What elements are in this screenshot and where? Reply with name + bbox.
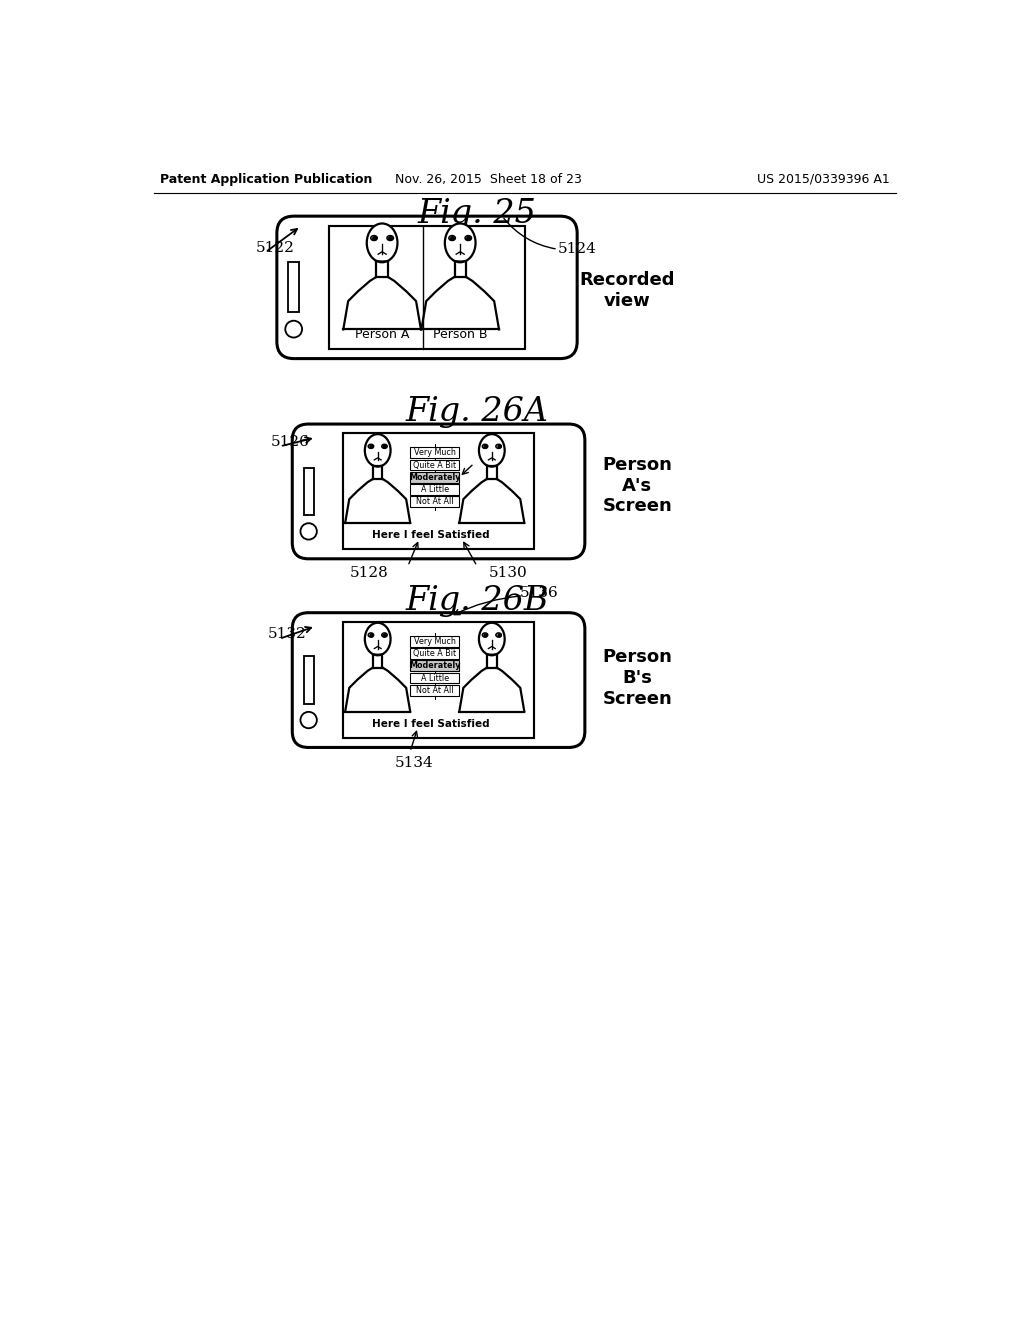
Bar [411, 459, 459, 470]
Text: Very Much: Very Much [414, 638, 456, 645]
Text: Patent Application Publication: Patent Application Publication [160, 173, 372, 186]
Text: Fig. 25: Fig. 25 [418, 198, 537, 230]
FancyBboxPatch shape [292, 612, 585, 747]
Text: Fig. 26A: Fig. 26A [406, 396, 549, 429]
Text: Recorded
view: Recorded view [580, 272, 675, 310]
Ellipse shape [496, 445, 502, 449]
Text: Person B: Person B [433, 327, 487, 341]
Ellipse shape [365, 434, 390, 467]
Bar [411, 471, 459, 483]
Text: Person
A's
Screen: Person A's Screen [602, 455, 672, 515]
Text: A Little: A Little [421, 673, 449, 682]
Bar [411, 660, 459, 672]
Ellipse shape [444, 223, 475, 263]
Bar [411, 447, 459, 458]
Ellipse shape [369, 445, 374, 449]
Ellipse shape [479, 434, 505, 467]
Bar [411, 636, 459, 647]
Text: A Little: A Little [421, 484, 449, 494]
Text: US 2015/0339396 A1: US 2015/0339396 A1 [757, 173, 890, 186]
Text: Quite A Bit: Quite A Bit [414, 649, 457, 659]
Text: 5126: 5126 [270, 434, 309, 449]
Text: Very Much: Very Much [414, 449, 456, 457]
Bar [289, 263, 299, 313]
Ellipse shape [382, 445, 387, 449]
Ellipse shape [382, 634, 387, 638]
Text: 5128: 5128 [350, 566, 389, 579]
Bar [343, 622, 534, 738]
Bar [411, 496, 459, 507]
FancyBboxPatch shape [292, 424, 585, 558]
Ellipse shape [367, 223, 397, 263]
Bar [303, 467, 313, 515]
Text: Fig. 26B: Fig. 26B [406, 585, 549, 618]
Ellipse shape [365, 623, 390, 655]
Text: Not At All: Not At All [416, 498, 454, 506]
Text: Moderately: Moderately [409, 473, 461, 482]
Bar [411, 673, 459, 684]
Ellipse shape [465, 235, 471, 240]
Text: 5132: 5132 [267, 627, 306, 642]
Ellipse shape [479, 623, 505, 655]
Bar [411, 484, 459, 495]
Ellipse shape [482, 445, 487, 449]
Text: Person
B's
Screen: Person B's Screen [602, 648, 672, 708]
Bar [330, 226, 524, 348]
Ellipse shape [371, 235, 377, 240]
Text: 5130: 5130 [488, 566, 527, 579]
Text: Here I feel Satisfied: Here I feel Satisfied [372, 719, 489, 729]
Text: Person A: Person A [355, 327, 410, 341]
Text: 5134: 5134 [394, 756, 433, 770]
Text: Nov. 26, 2015  Sheet 18 of 23: Nov. 26, 2015 Sheet 18 of 23 [395, 173, 582, 186]
Ellipse shape [496, 634, 502, 638]
Text: 5122: 5122 [255, 240, 294, 255]
Ellipse shape [482, 634, 487, 638]
Text: 5124: 5124 [558, 243, 597, 256]
Ellipse shape [387, 235, 393, 240]
Text: Moderately: Moderately [409, 661, 461, 671]
Text: Here I feel Satisfied: Here I feel Satisfied [372, 531, 489, 540]
Bar [343, 433, 534, 549]
Ellipse shape [449, 235, 456, 240]
Bar [411, 648, 459, 659]
Ellipse shape [369, 634, 374, 638]
Text: 5136: 5136 [519, 586, 558, 601]
Text: Quite A Bit: Quite A Bit [414, 461, 457, 470]
Bar [411, 685, 459, 696]
Text: Not At All: Not At All [416, 686, 454, 694]
Bar [303, 656, 313, 704]
FancyBboxPatch shape [276, 216, 578, 359]
